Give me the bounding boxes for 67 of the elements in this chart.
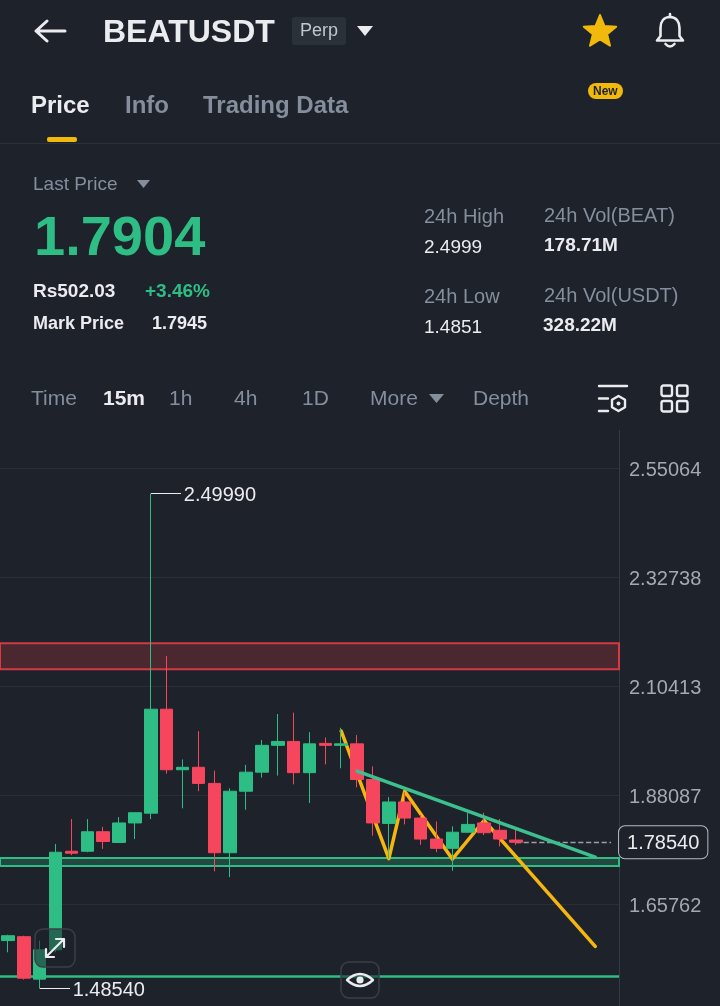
candlestick <box>493 818 507 847</box>
candlestick <box>430 820 443 853</box>
ref-line-label: 1.78540 <box>627 831 700 854</box>
candlestick <box>366 765 380 837</box>
candlestick <box>176 758 189 809</box>
text: 178.71M <box>544 233 618 257</box>
text: 1D <box>302 385 329 411</box>
candlestick <box>382 796 396 860</box>
text: 4h <box>234 385 258 411</box>
text: 1.4851 <box>424 315 483 339</box>
y-tick-label: 2.10413 <box>629 675 702 698</box>
chart-title: BEATUSDT <box>103 11 275 51</box>
candlestick <box>271 713 285 777</box>
candlestick <box>287 712 300 785</box>
candlestick <box>334 727 348 769</box>
text: 328.22M <box>543 313 617 337</box>
text: Last Price <box>33 172 118 196</box>
text: Perp <box>292 17 347 45</box>
text: 24h High <box>424 204 505 228</box>
candlestick <box>255 739 269 779</box>
candlestick <box>65 818 78 856</box>
annotation: 2.49990 <box>183 481 257 506</box>
annotation: 1.48540 <box>72 976 145 1001</box>
candlestick <box>208 770 221 872</box>
text: 1.7904 <box>34 203 206 270</box>
candlestick <box>144 493 158 820</box>
y-tick-label: 1.88087 <box>629 784 702 807</box>
text: Trading Data <box>203 90 349 120</box>
candlestick <box>160 655 173 775</box>
candlestick <box>112 816 126 843</box>
text: 24h Vol(BEAT) <box>544 203 675 227</box>
y-tick-label: 2.55064 <box>629 457 702 480</box>
text: Price <box>31 90 90 120</box>
candlestick <box>446 825 459 872</box>
candlestick <box>49 843 62 953</box>
candlestick <box>223 787 237 878</box>
candlestick <box>303 731 316 804</box>
text: New <box>588 82 623 100</box>
text: More <box>370 385 418 411</box>
y-tick-label: 1.65762 <box>629 893 702 916</box>
text: Time <box>31 385 77 411</box>
text: +3.46% <box>145 279 210 303</box>
text: 1h <box>169 385 193 411</box>
text: Rs502.03 <box>33 279 116 303</box>
text: 2.4999 <box>424 235 483 259</box>
candlestick <box>477 812 491 836</box>
candlestick <box>17 935 31 981</box>
text: 24h Low <box>424 284 500 308</box>
candlestick <box>128 812 142 840</box>
y-tick-label: 2.32738 <box>629 566 702 589</box>
text: 24h Vol(USDT) <box>544 283 679 307</box>
candlestick <box>239 764 253 811</box>
candlestick <box>1 934 15 953</box>
candlestick <box>81 818 94 853</box>
candlestick <box>192 730 205 792</box>
candlestick <box>509 828 523 846</box>
candlestick <box>414 814 427 846</box>
text: Depth <box>473 385 530 411</box>
candlestick <box>398 791 411 825</box>
candlestick <box>350 734 364 788</box>
text: Info <box>125 90 169 120</box>
text: Mark Price <box>33 313 125 335</box>
text: 1.7945 <box>152 313 208 335</box>
text: 15m <box>103 385 146 411</box>
candlestick <box>461 812 475 834</box>
candlestick <box>96 826 110 850</box>
candlestick <box>319 737 332 765</box>
